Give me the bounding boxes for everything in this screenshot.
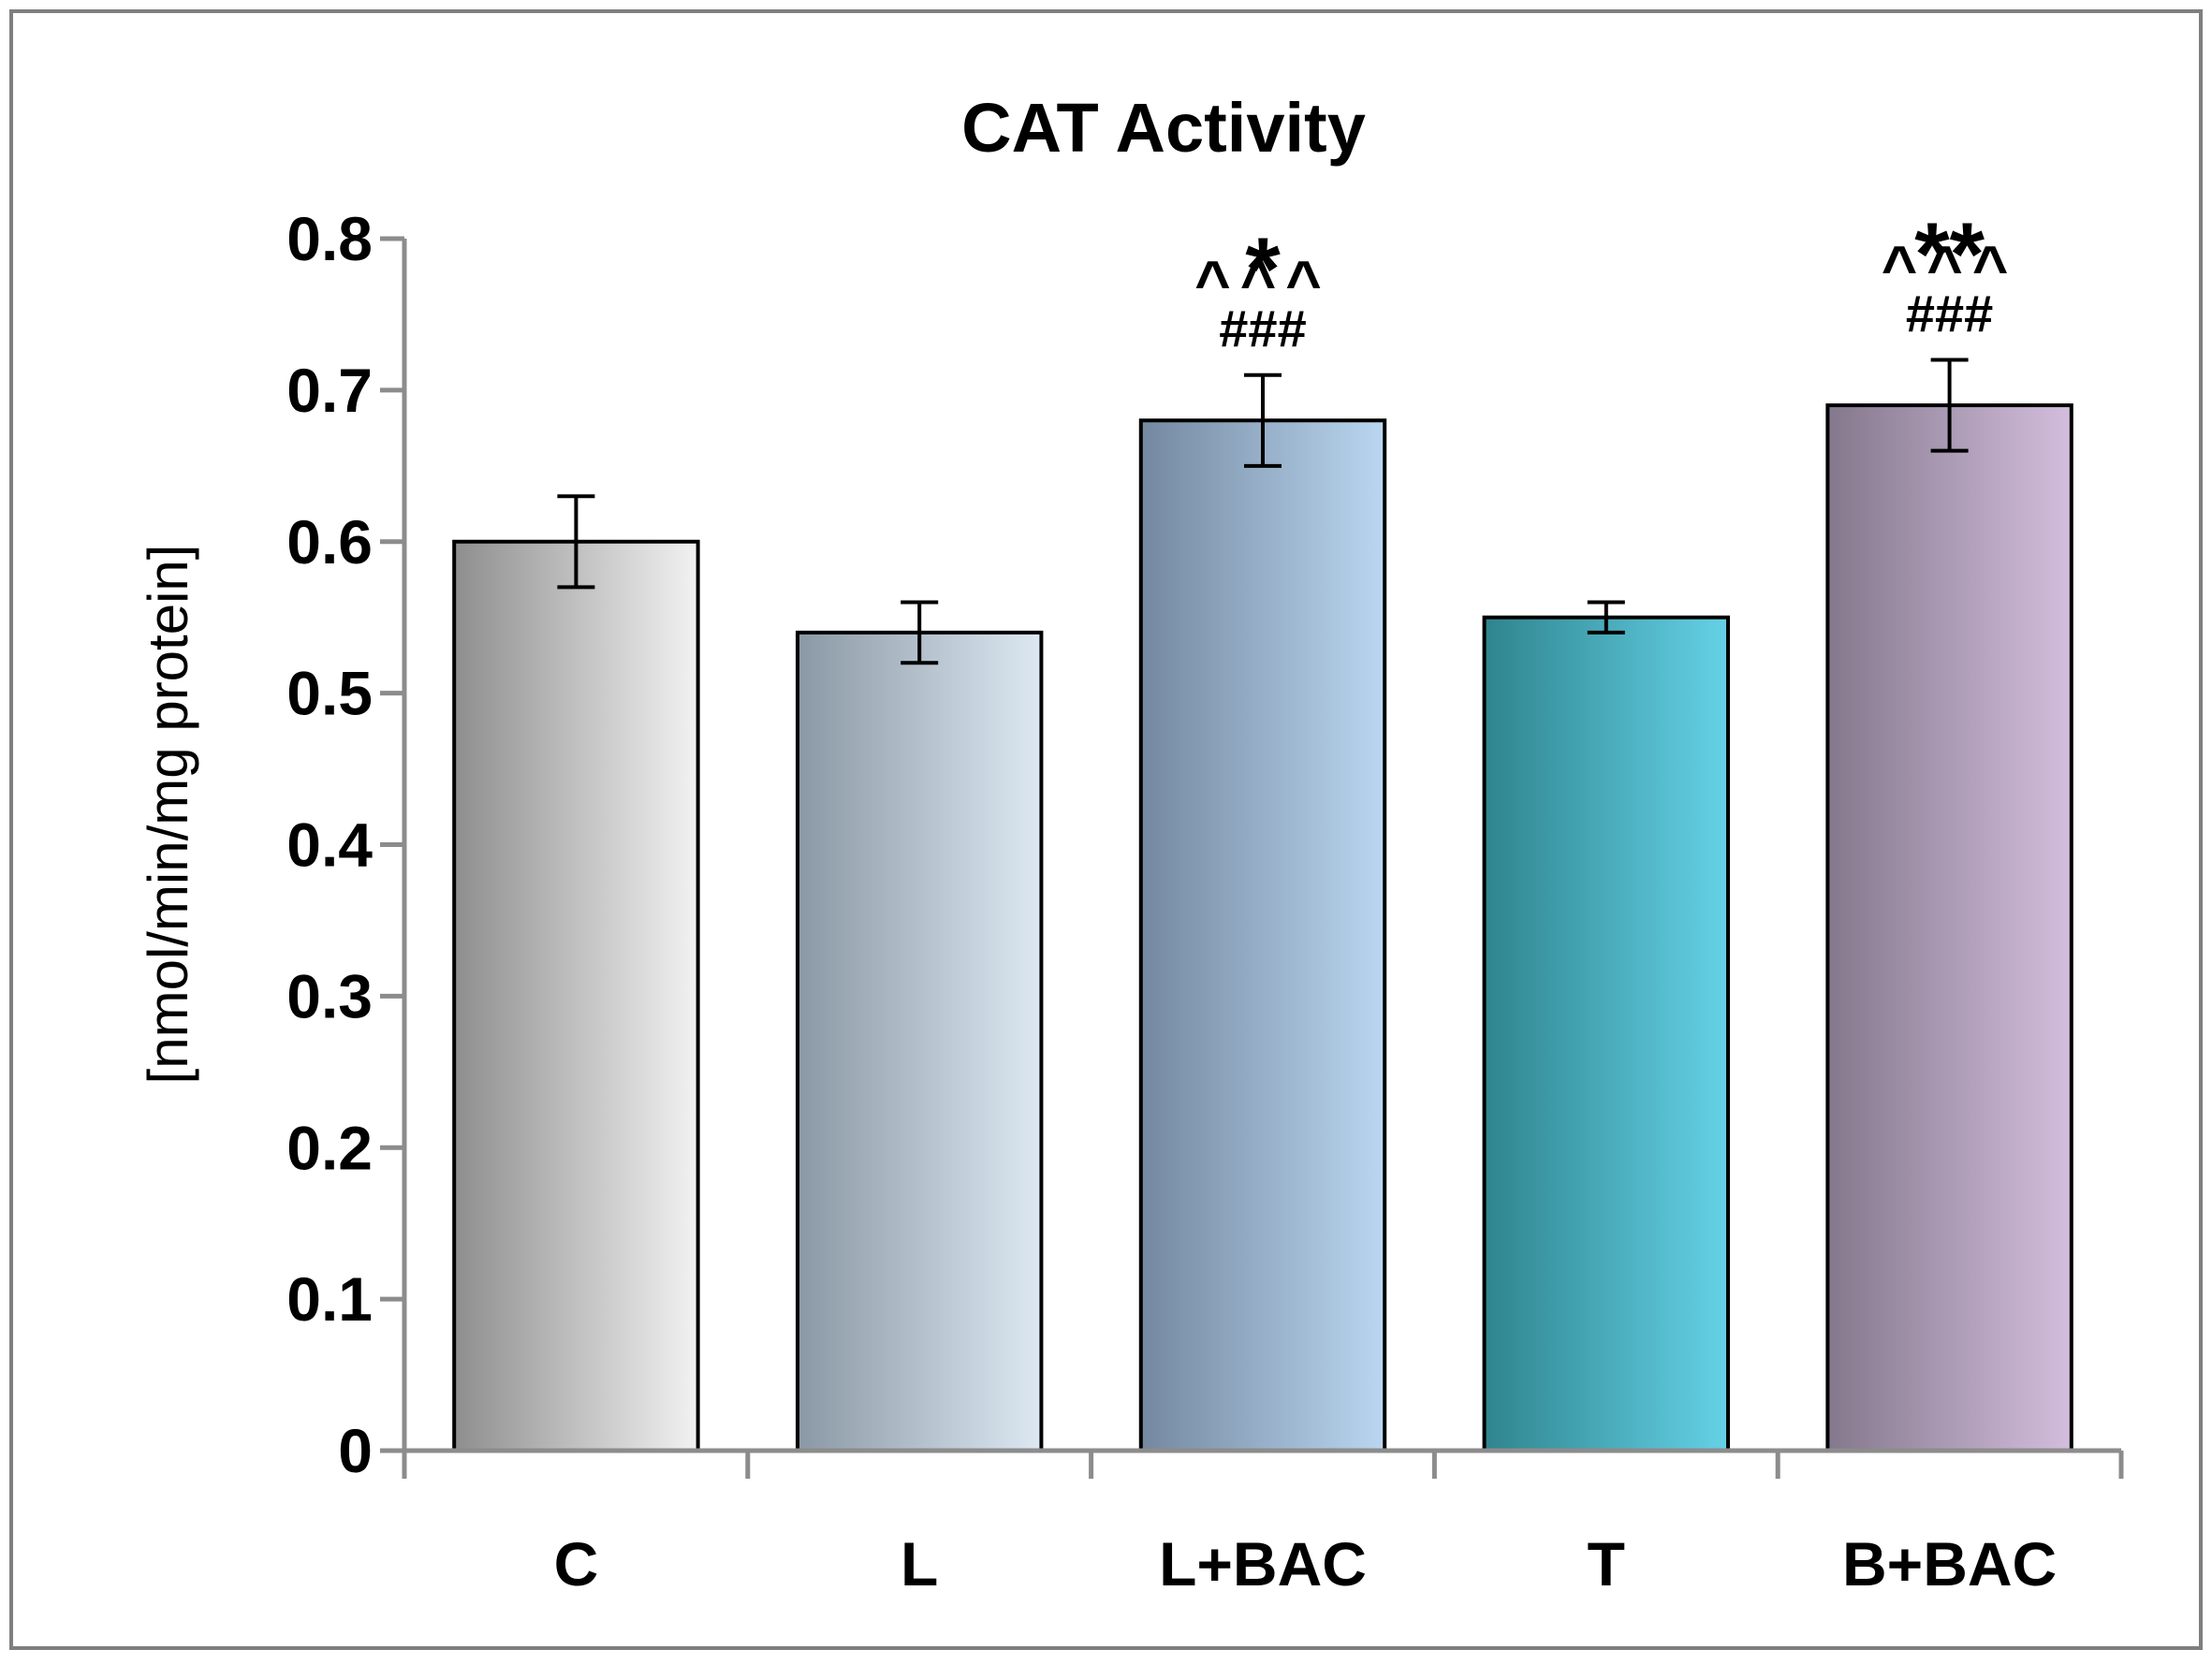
axes-layer (380, 236, 2124, 1479)
y-tick-label: 0.1 (286, 1264, 373, 1334)
error-bar (901, 600, 939, 665)
significance-annotation: ### (1906, 285, 1993, 343)
y-tick-label: 0.6 (286, 507, 373, 577)
bar-c (452, 539, 700, 1452)
y-tick-label: 0.8 (286, 204, 373, 273)
bar-l (795, 630, 1044, 1452)
x-tick-label: T (1588, 1529, 1625, 1598)
bar-t (1482, 615, 1731, 1452)
error-bar (1244, 372, 1282, 468)
y-tick-label: 0.2 (286, 1113, 373, 1182)
significance-annotation: ### (1219, 299, 1306, 358)
significance-annotation: ^^^ (1882, 233, 2018, 302)
y-tick-label: 0.4 (286, 810, 373, 880)
error-bar (1587, 600, 1625, 635)
error-bar (1930, 358, 1969, 453)
chart-title: CAT Activity (961, 89, 1366, 167)
error-bar (557, 494, 595, 590)
bar-l-bac (1138, 418, 1387, 1452)
y-tick-label: 0 (338, 1416, 373, 1485)
x-tick-label: B+BAC (1842, 1529, 2057, 1598)
bars-layer (452, 358, 2073, 1452)
y-tick-label: 0.3 (286, 961, 373, 1030)
bar-b-bac (1825, 403, 2073, 1452)
x-tick-label: L+BAC (1159, 1529, 1367, 1598)
x-tick-label: L (901, 1529, 938, 1598)
x-tick-label: C (554, 1529, 599, 1598)
significance-annotation: * (1245, 220, 1281, 320)
y-tick-label: 0.7 (286, 356, 373, 425)
y-axis-label: [nmol/min/mg protein] (137, 545, 199, 1085)
significance-annotation: ** (1914, 205, 1985, 305)
significance-annotation: ^^^ (1194, 248, 1331, 317)
y-tick-label: 0.5 (286, 659, 373, 728)
